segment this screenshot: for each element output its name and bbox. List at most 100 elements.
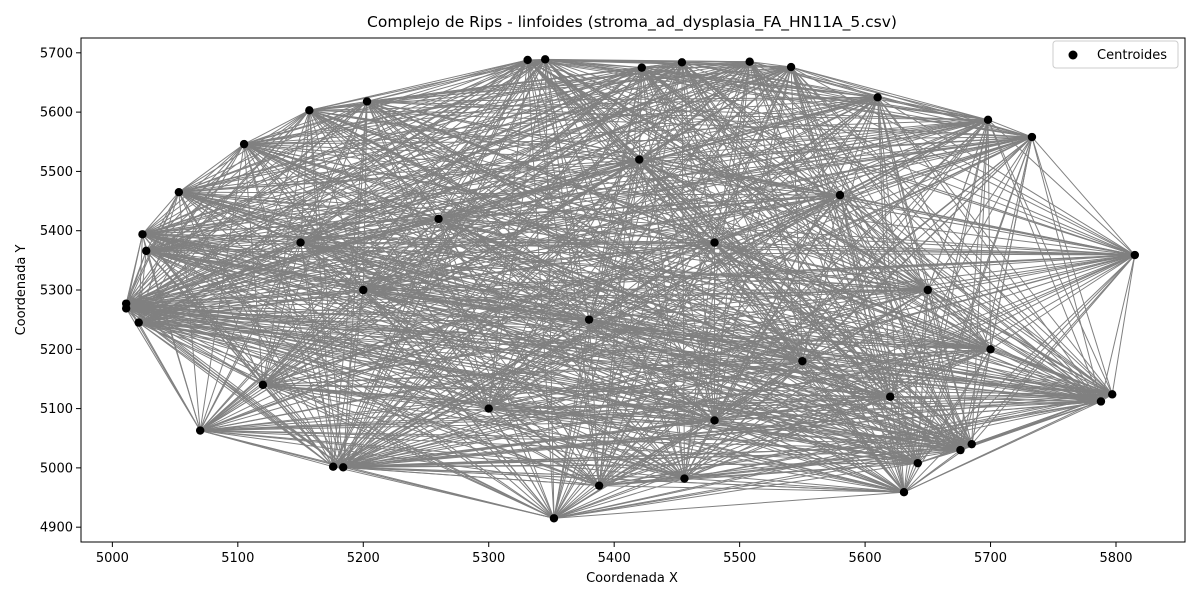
centroid-point xyxy=(745,57,754,66)
rips-edge xyxy=(243,143,490,409)
rips-edge xyxy=(877,96,1033,138)
plot-area xyxy=(121,55,1140,523)
rips-edge xyxy=(638,62,683,160)
rips-edge xyxy=(790,66,973,445)
rips-edge xyxy=(342,59,546,468)
rips-edge xyxy=(714,400,1101,421)
rips-edge xyxy=(1111,254,1136,395)
rips-edge xyxy=(545,58,750,63)
centroid-point xyxy=(1096,397,1106,406)
rips-edge xyxy=(145,250,201,431)
rips-edge xyxy=(300,242,928,291)
rips-edge xyxy=(588,319,918,464)
rips-edge xyxy=(802,360,1113,395)
rips-edge xyxy=(262,384,1113,395)
legend-entry-centroides: Centroides xyxy=(1097,48,1167,63)
rips-edge xyxy=(333,289,928,468)
rips-edge xyxy=(790,66,1033,138)
rips-edge xyxy=(638,159,803,362)
rips-edge xyxy=(300,61,750,244)
rips-edge xyxy=(262,61,750,386)
rips-edge xyxy=(300,242,344,468)
rips-edge xyxy=(178,191,555,519)
rips-edge xyxy=(714,242,991,350)
rips-edge xyxy=(927,289,991,350)
rips-edge xyxy=(199,384,264,431)
rips-edge xyxy=(990,254,1136,350)
rips-edge xyxy=(987,119,1033,138)
y-tick-label: 5500 xyxy=(40,165,73,180)
centroid-point xyxy=(549,514,559,523)
centroid-point xyxy=(174,187,184,197)
rips-edge xyxy=(199,59,546,431)
rips-edge xyxy=(200,360,803,432)
rips-edge xyxy=(684,254,1136,480)
y-tick-label: 5700 xyxy=(40,46,73,61)
rips-edge xyxy=(639,159,991,350)
centroid-point xyxy=(339,463,348,472)
rips-edge xyxy=(138,322,334,468)
rips-edge xyxy=(544,59,590,320)
rips-edge xyxy=(300,59,528,243)
rips-edge xyxy=(527,59,1102,402)
rips-edge xyxy=(714,360,803,421)
rips-edge xyxy=(790,66,989,121)
rips-edge xyxy=(262,384,891,398)
rips-edge xyxy=(588,67,643,320)
rips-edge xyxy=(790,66,878,98)
rips-edge xyxy=(1100,254,1136,402)
rips-edge xyxy=(488,61,751,409)
rips-edge xyxy=(362,289,555,519)
rips-edge xyxy=(681,61,1113,395)
rips-edge xyxy=(343,466,600,487)
rips-edge xyxy=(553,478,685,519)
rips-edge xyxy=(142,191,180,235)
rips-edge xyxy=(125,234,143,309)
rips-edge xyxy=(714,396,891,421)
rips-edge xyxy=(262,384,972,445)
centroid-point xyxy=(798,356,807,366)
chart-title: Complejo de Rips - linfoides (stroma_ad_… xyxy=(367,13,897,32)
rips-edge xyxy=(544,58,991,350)
centroid-point xyxy=(786,62,796,72)
rips-edge xyxy=(714,242,891,398)
rips-edge xyxy=(199,144,245,431)
rips-edge xyxy=(138,322,489,410)
rips-edge xyxy=(146,218,439,252)
rips-edge xyxy=(363,289,961,451)
rips-edge xyxy=(145,250,344,468)
rips-edge xyxy=(488,408,961,451)
rips-edge xyxy=(681,62,891,397)
centroid-point xyxy=(195,426,205,435)
rips-edge xyxy=(243,143,364,291)
rips-edge xyxy=(363,289,1113,395)
rips-edge xyxy=(877,96,1136,256)
rips-edge xyxy=(890,396,1101,402)
rips-edge xyxy=(309,58,546,111)
rips-edge xyxy=(802,254,1135,362)
rips-edge xyxy=(178,191,334,467)
rips-edges xyxy=(125,58,1136,519)
rips-edge xyxy=(362,101,368,291)
rips-edge xyxy=(903,136,1033,493)
rips-edge xyxy=(262,384,555,519)
rips-edge xyxy=(990,348,1113,395)
rips-edge xyxy=(200,408,489,432)
rips-edge xyxy=(790,66,891,397)
centroid-point xyxy=(710,238,719,247)
rips-edge xyxy=(903,393,1113,493)
rips-edge xyxy=(300,242,905,493)
legend-box xyxy=(1052,40,1179,69)
centroid-point xyxy=(913,458,922,468)
centroid-point xyxy=(835,190,845,200)
rips-edge xyxy=(990,348,1102,402)
rips-edge xyxy=(300,66,792,244)
centroid-point xyxy=(138,230,147,239)
rips-edge xyxy=(488,408,685,480)
rips-edge xyxy=(300,242,803,362)
rips-edge xyxy=(714,119,989,244)
rips-edge xyxy=(332,67,643,468)
rips-edge xyxy=(877,96,989,121)
rips-edge xyxy=(598,67,643,486)
